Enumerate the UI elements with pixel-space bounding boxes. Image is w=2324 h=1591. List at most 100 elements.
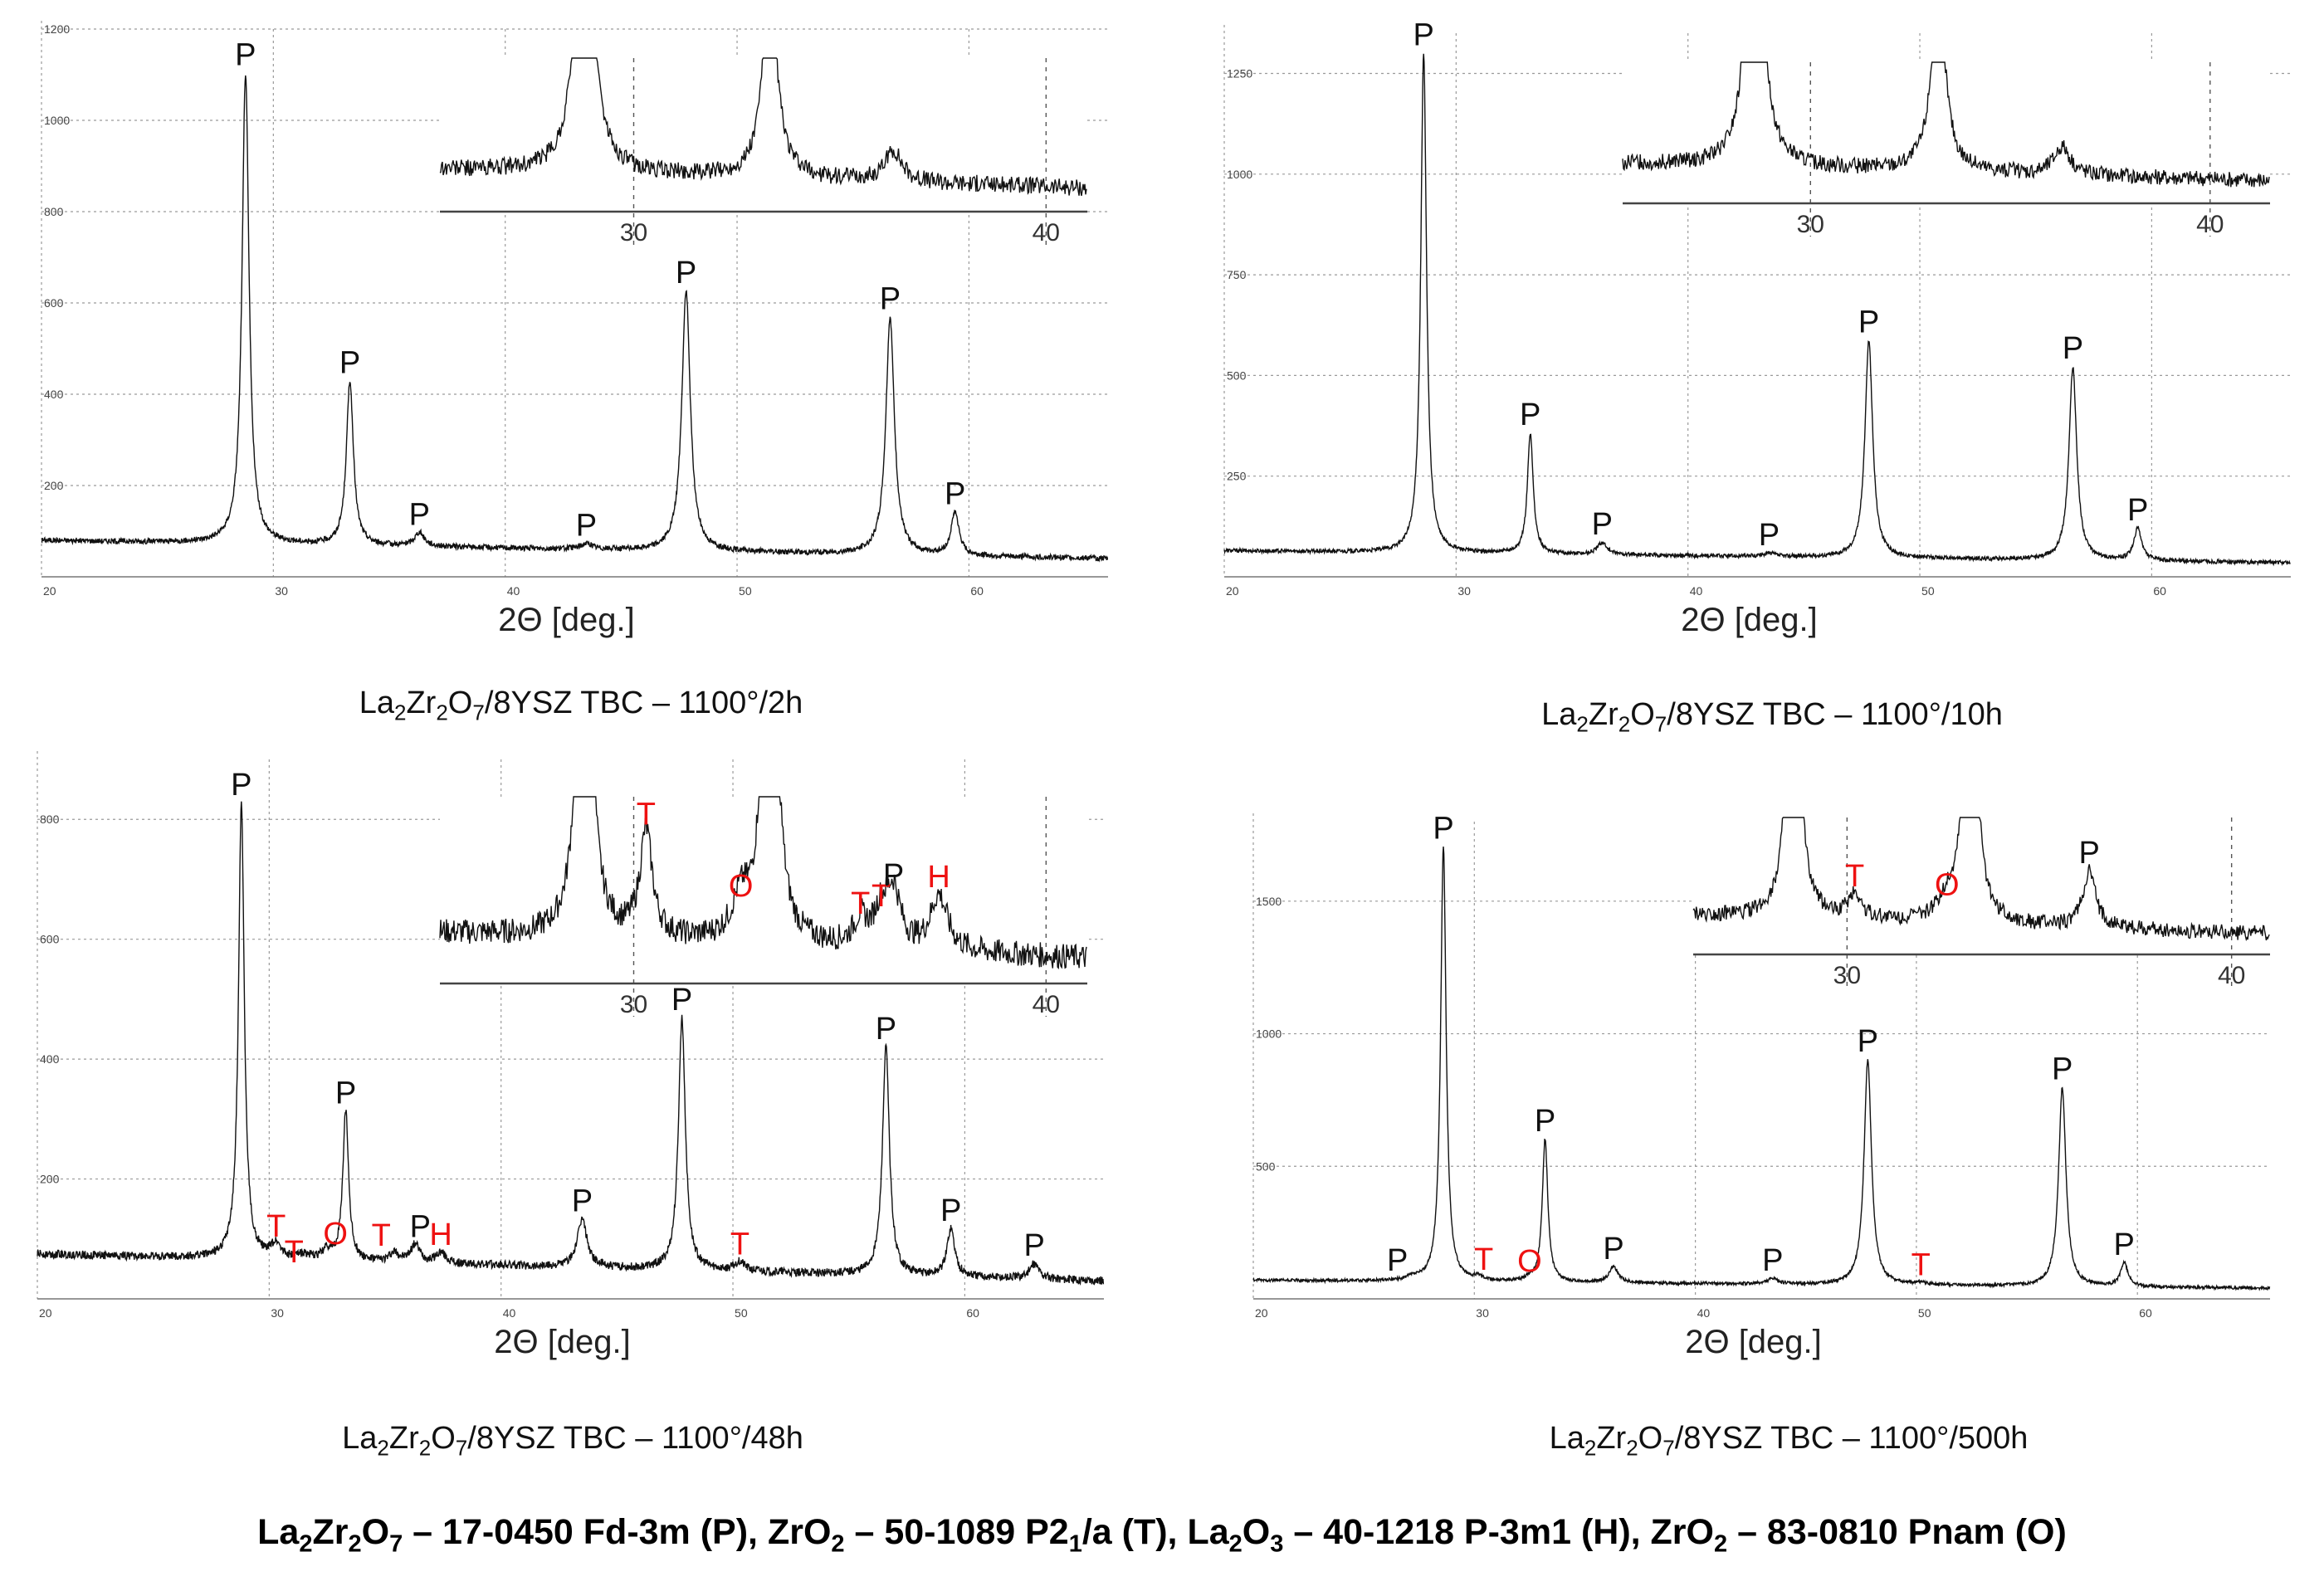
peak-label-P: P <box>1413 18 1434 53</box>
y-tick-label: 1000 <box>44 114 70 127</box>
caption-2h: La2Zr2O7/8YSZ TBC – 1100°/2h <box>359 686 803 725</box>
peak-label-P: P <box>410 1210 431 1245</box>
inset-tick-label: 40 <box>1033 219 1060 246</box>
inset-tick-label: 30 <box>620 991 647 1018</box>
x-tick-label: 60 <box>2153 584 2166 598</box>
peak-label-P: P <box>1762 1243 1783 1278</box>
peak-label-P: P <box>1535 1104 1555 1139</box>
phase-legend: La2Zr2O7 – 17-0450 Fd-3m (P), ZrO2 – 50-… <box>257 1512 2067 1558</box>
y-tick-label: 250 <box>1227 470 1247 483</box>
inset-peak-label-P: P <box>883 858 904 893</box>
x-axis-title: 2Θ [deg.] <box>498 602 635 638</box>
inset-background <box>440 58 1087 212</box>
peak-label-P: P <box>1387 1243 1408 1278</box>
inset-tick-label: 40 <box>2218 962 2245 989</box>
y-tick-label: 1200 <box>44 22 70 36</box>
x-tick-label: 40 <box>507 584 520 598</box>
x-axis-title: 2Θ [deg.] <box>494 1324 631 1360</box>
y-tick-label: 800 <box>44 205 64 218</box>
y-tick-label: 200 <box>40 1173 60 1186</box>
x-axis-title: 2Θ [deg.] <box>1681 602 1818 638</box>
peak-label-P: P <box>1592 507 1613 542</box>
y-tick-label: 800 <box>40 813 60 826</box>
peak-label-T: T <box>266 1209 286 1244</box>
inset-tick-label: 30 <box>620 219 647 246</box>
peak-label-P: P <box>1759 518 1780 553</box>
y-tick-label: 1250 <box>1227 67 1252 81</box>
caption-10h: La2Zr2O7/8YSZ TBC – 1100°/10h <box>1541 697 2003 737</box>
inset-peak-label-P: P <box>2079 836 2100 871</box>
y-tick-label: 400 <box>40 1052 60 1066</box>
caption-48h: La2Zr2O7/8YSZ TBC – 1100°/48h <box>342 1421 803 1461</box>
x-tick-label: 30 <box>271 1306 284 1320</box>
peak-label-P: P <box>1858 1024 1878 1059</box>
inset-peak-label-T: T <box>637 798 656 832</box>
diffraction-trace <box>37 801 1105 1286</box>
inset-tick-label: 30 <box>1797 211 1824 238</box>
peak-label-P: P <box>2052 1052 2073 1087</box>
peak-label-P: P <box>339 345 360 380</box>
x-tick-label: 50 <box>1921 584 1935 598</box>
peak-label-O: O <box>1517 1244 1542 1279</box>
peak-label-P: P <box>940 1193 961 1228</box>
inset-tick-label: 40 <box>2196 211 2224 238</box>
x-tick-label: 50 <box>735 1306 748 1320</box>
inset-tick-label: 40 <box>1033 991 1060 1018</box>
inset-peak-label-O: O <box>729 869 754 904</box>
inset-peak-label-H: H <box>927 860 950 895</box>
inset-trace <box>1692 817 2270 942</box>
inset-zoom: 30 40 <box>1622 61 2270 238</box>
inset-peak-label-T: T <box>1845 859 1864 894</box>
diffraction-trace <box>41 75 1109 563</box>
inset-zoom: 30 40 <box>439 57 1087 246</box>
peak-label-P: P <box>1433 812 1453 847</box>
peak-label-P: P <box>409 497 430 532</box>
inset-tick-label: 30 <box>1833 962 1861 989</box>
y-tick-label: 1500 <box>1256 895 1282 908</box>
inset-trace <box>439 796 1087 970</box>
peak-label-P: P <box>235 38 256 73</box>
peak-label-T: T <box>1911 1247 1931 1282</box>
x-tick-label: 40 <box>1697 1306 1711 1320</box>
x-tick-label: 20 <box>1226 584 1239 598</box>
peak-label-P: P <box>1858 305 1879 339</box>
x-tick-label: 30 <box>1476 1306 1489 1320</box>
peak-label-P: P <box>2127 493 2148 528</box>
x-tick-label: 20 <box>1255 1306 1268 1320</box>
x-tick-label: 50 <box>739 584 752 598</box>
y-tick-label: 1000 <box>1256 1027 1282 1041</box>
inset-trace <box>439 57 1087 197</box>
peak-label-H: H <box>429 1218 452 1252</box>
peak-label-P: P <box>676 256 696 290</box>
diffraction-trace <box>1252 847 2271 1291</box>
peak-label-P: P <box>1603 1232 1623 1266</box>
x-tick-label: 30 <box>275 584 288 598</box>
x-tick-label: 50 <box>1918 1306 1931 1320</box>
peak-label-T: T <box>372 1218 391 1253</box>
peak-label-P: P <box>576 509 597 544</box>
peak-label-P: P <box>572 1184 593 1219</box>
x-tick-label: 30 <box>1457 584 1471 598</box>
x-tick-label: 20 <box>43 584 56 598</box>
x-tick-label: 20 <box>39 1306 52 1320</box>
x-tick-label: 60 <box>966 1306 979 1320</box>
peak-label-T: T <box>1474 1242 1493 1277</box>
peak-label-T: T <box>285 1235 304 1270</box>
x-tick-label: 40 <box>503 1306 516 1320</box>
inset-zoom: 30 40 T O P <box>1692 817 2270 989</box>
inset-trace <box>1622 61 2270 188</box>
inset-peak-label-T: T <box>851 886 870 921</box>
peak-label-P: P <box>876 1012 896 1047</box>
y-tick-label: 500 <box>1227 368 1247 382</box>
x-tick-label: 60 <box>970 584 984 598</box>
peak-label-P: P <box>2114 1227 2135 1262</box>
peak-label-P: P <box>1024 1228 1045 1263</box>
y-tick-label: 200 <box>44 479 64 492</box>
x-tick-label: 60 <box>2139 1306 2152 1320</box>
inset-peak-label-T: T <box>872 879 891 914</box>
y-tick-label: 1000 <box>1227 168 1252 181</box>
caption-500h: La2Zr2O7/8YSZ TBC – 1100°/500h <box>1549 1421 2029 1461</box>
y-tick-label: 600 <box>40 933 60 946</box>
